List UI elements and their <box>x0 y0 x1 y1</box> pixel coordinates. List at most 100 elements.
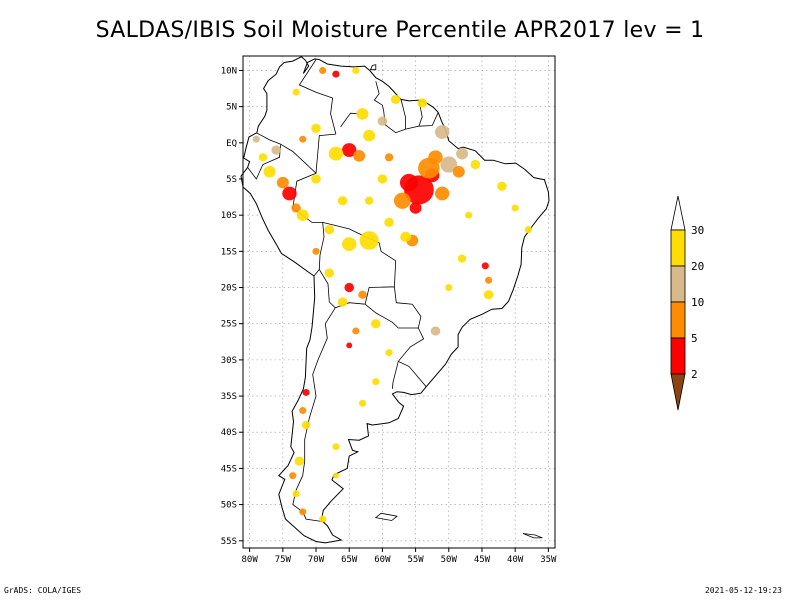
anomaly-patch-tan <box>271 145 281 155</box>
anomaly-patch-yellow <box>470 159 481 170</box>
anomaly-patch-tan <box>252 135 260 143</box>
anomaly-patch-tan <box>377 116 388 126</box>
legend-arrow-top <box>670 195 686 231</box>
lat-tick-label: 10S <box>221 211 237 221</box>
anomaly-patch-red <box>302 388 310 396</box>
anomaly-patch-yellow <box>324 268 335 278</box>
anomaly-patch-red <box>346 342 353 349</box>
axis-ticks: 80W 75W 70W 65W 60W 55W 50W 45W 40W 35W 10N 5N EQ 5S 1… <box>221 66 557 565</box>
anomaly-patch-orange <box>452 165 465 178</box>
legend-arrow-bottom <box>670 373 686 411</box>
anomaly-patch-orange <box>299 407 307 415</box>
anomaly-patch-yellow <box>332 472 339 479</box>
anomaly-patch-yellow <box>511 204 519 212</box>
anomaly-patch-yellow <box>258 153 268 162</box>
anomaly-patch-orange <box>485 276 493 284</box>
anomaly-patch-yellow <box>311 123 321 133</box>
footer-timestamp: 2021-05-12-19:23 <box>704 586 782 595</box>
anomaly-patch-yellow <box>263 165 276 178</box>
color-legend: 30 20 10 5 2 <box>670 195 704 411</box>
lon-tick-label: 65W <box>341 555 358 565</box>
lon-tick-label: 70W <box>308 555 325 565</box>
anomaly-patch-orange <box>434 186 450 201</box>
lon-tick-label: 55W <box>407 555 424 565</box>
anomaly-patch-yellow <box>364 196 374 205</box>
anomaly-patch-orange <box>276 176 289 189</box>
anomaly-patch-orange <box>393 192 411 209</box>
lat-tick-label: 30S <box>221 356 237 366</box>
lat-tick-label: 55S <box>221 537 237 547</box>
anomaly-patch-yellow <box>301 420 311 430</box>
anomaly-patch-yellow <box>342 237 357 252</box>
lat-tick-label: 25S <box>221 320 237 330</box>
anomaly-patch-orange <box>319 66 327 74</box>
anomaly-patch-yellow <box>384 217 394 228</box>
lon-tick-label: 50W <box>441 555 458 565</box>
map-title: SALDAS/IBIS Soil Moisture Percentile APR… <box>95 18 705 43</box>
anomaly-patch-yellow <box>363 129 376 142</box>
lon-tick-label: 40W <box>507 555 524 565</box>
lat-tick-label: EQ <box>226 139 237 149</box>
anomaly-patch-tan <box>434 125 450 139</box>
anomaly-patch-yellow <box>296 209 309 221</box>
map-frame <box>242 55 556 549</box>
anomaly-patch-yellow <box>311 174 321 184</box>
anomaly-patch-yellow <box>319 515 327 523</box>
anomaly-patch-orange <box>312 247 320 255</box>
anomaly-patch-yellow <box>377 174 388 184</box>
anomaly-patch-yellow <box>352 66 360 74</box>
anomaly-patch-orange <box>299 135 307 143</box>
anomaly-patch-yellow <box>356 108 369 120</box>
legend-label: 5 <box>691 332 698 345</box>
anomaly-patch-orange <box>428 150 443 165</box>
legend-swatch <box>670 229 686 267</box>
lon-tick-label: 80W <box>242 555 259 565</box>
legend-swatch <box>670 265 686 303</box>
legend-label: 30 <box>691 224 704 237</box>
anomaly-patch-red <box>344 282 355 293</box>
anomaly-patch-tan <box>430 326 441 336</box>
lon-tick-label: 35W <box>540 555 557 565</box>
anomaly-patch-yellow <box>332 443 340 451</box>
lat-tick-label: 45S <box>221 464 237 474</box>
islands <box>369 64 543 539</box>
south-america-coastline <box>240 56 550 544</box>
anomaly-patch-orange <box>291 203 301 213</box>
anomaly-patch-orange <box>352 327 360 335</box>
anomaly-patch-yellow <box>385 349 393 357</box>
anomaly-patch-yellow <box>457 254 467 263</box>
lon-tick-label: 60W <box>374 555 391 565</box>
anomaly-patch-orange <box>384 153 394 162</box>
lat-tick-label: 20S <box>221 284 237 294</box>
anomaly-patch-red <box>399 173 418 192</box>
anomaly-patch-orange <box>353 150 366 162</box>
anomaly-patch-red <box>409 202 422 214</box>
anomaly-patch-yellow <box>400 231 412 243</box>
anomaly-patch-yellow <box>294 456 305 466</box>
lat-tick-label: 35S <box>221 392 237 402</box>
lat-tick-label: 5S <box>226 175 237 185</box>
soil-moisture-anomalies <box>252 66 533 523</box>
anomaly-patch-yellow <box>292 490 300 498</box>
anomaly-patch-orange <box>358 290 367 299</box>
anomaly-patch-yellow <box>359 231 379 250</box>
anomaly-patch-orange <box>289 472 297 480</box>
anomaly-patch-orange <box>299 508 307 516</box>
anomaly-patch-yellow <box>328 146 344 161</box>
lon-tick-label: 75W <box>275 555 292 565</box>
anomaly-patch-yellow <box>417 98 428 108</box>
anomaly-patch-yellow <box>358 399 367 407</box>
lat-tick-label: 50S <box>221 501 237 511</box>
lat-tick-label: 15S <box>221 247 237 257</box>
anomaly-patch-yellow <box>390 94 401 105</box>
anomaly-patch-yellow <box>324 225 335 235</box>
anomaly-patch-yellow <box>372 378 380 386</box>
anomaly-patch-yellow <box>370 319 381 329</box>
lat-tick-label: 5N <box>226 103 237 113</box>
anomaly-patch-yellow <box>483 290 494 300</box>
anomaly-patch-yellow <box>524 226 533 234</box>
legend-swatch <box>670 337 686 375</box>
anomaly-patch-yellow <box>292 88 300 96</box>
legend-label: 2 <box>691 368 698 381</box>
